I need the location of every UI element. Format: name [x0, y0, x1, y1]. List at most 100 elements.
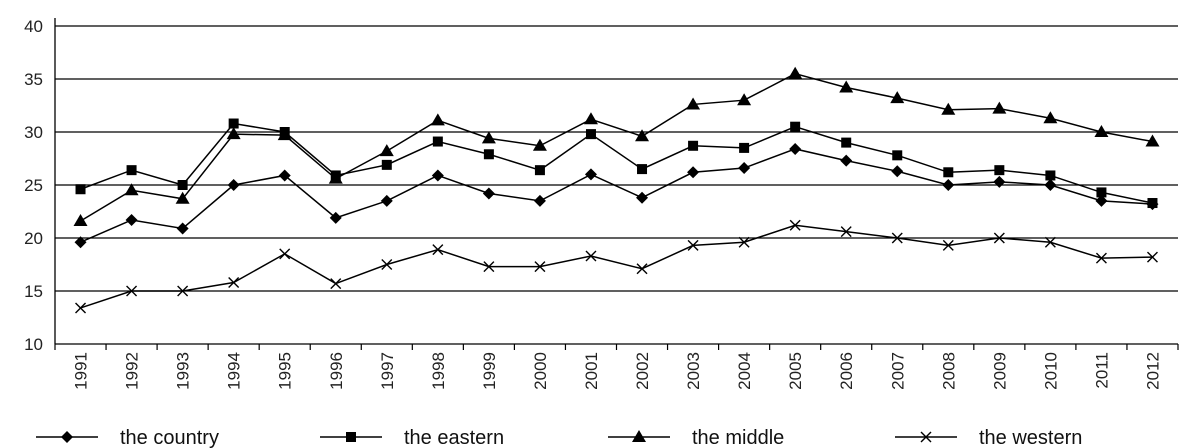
legend-label: the country	[120, 427, 219, 448]
x-tick-label: 1998	[429, 352, 448, 390]
data-point-the-country	[942, 179, 955, 191]
cross-stroke	[738, 236, 750, 248]
x-tick-label: 2012	[1143, 352, 1162, 390]
legend-label: the middle	[692, 427, 784, 448]
data-point-the-western	[228, 277, 240, 289]
data-point-the-western	[534, 261, 546, 273]
data-point-the-western	[126, 285, 138, 297]
data-point-the-country	[993, 175, 1006, 188]
data-point-the-middle	[583, 112, 598, 125]
data-point-the-country	[227, 179, 240, 191]
data-point-the-middle	[890, 91, 905, 104]
data-point-the-country	[687, 166, 700, 179]
data-point-the-eastern	[126, 165, 137, 176]
series-the-country	[74, 142, 1159, 249]
x-tick-label: 1996	[327, 352, 346, 390]
cross-stroke	[891, 232, 903, 244]
data-point-the-western	[585, 250, 597, 262]
series-line-the-western	[80, 224, 1153, 309]
data-point-the-western	[177, 285, 189, 297]
data-point-the-eastern	[1096, 187, 1107, 198]
data-point-the-eastern	[994, 165, 1005, 176]
data-point-the-eastern	[75, 184, 86, 195]
x-tick-label: 2011	[1092, 352, 1111, 389]
cross-stroke	[126, 285, 138, 297]
data-point-the-country	[584, 168, 597, 181]
legend-label: the western	[979, 427, 1082, 448]
data-point-the-middle	[737, 93, 752, 106]
data-point-the-western	[483, 261, 495, 273]
data-point-the-western	[891, 232, 903, 244]
data-point-the-western	[1044, 236, 1056, 248]
data-point-the-western	[687, 239, 699, 251]
y-tick-label: 10	[24, 335, 43, 354]
data-point-the-western	[942, 239, 954, 251]
data-point-the-eastern	[483, 149, 494, 160]
data-point-the-country	[789, 142, 802, 155]
data-point-the-country	[533, 194, 546, 207]
data-point-the-western	[789, 219, 801, 231]
cross-stroke	[75, 302, 87, 314]
data-point-the-eastern	[228, 118, 239, 129]
data-point-the-country	[1044, 179, 1057, 191]
data-point-the-middle	[839, 80, 854, 93]
data-point-the-middle	[941, 102, 956, 115]
data-point-the-western	[993, 232, 1005, 244]
y-axis-ticks: 10 15 20 25 30 35 40	[24, 17, 43, 354]
cross-stroke	[381, 259, 393, 270]
cross-stroke	[993, 232, 1005, 244]
data-point-the-middle	[686, 97, 701, 110]
cross-stroke	[279, 248, 291, 260]
cross-stroke	[1146, 251, 1158, 263]
x-tick-label: 2000	[531, 352, 550, 390]
x-tick-label: 1995	[276, 352, 295, 390]
cross-stroke	[687, 239, 699, 251]
data-point-the-eastern	[177, 180, 188, 190]
data-point-the-middle	[788, 66, 803, 79]
legend-item-the-eastern: the eastern	[320, 427, 504, 448]
legend: the country the eastern the middle the west…	[36, 427, 1082, 448]
legend-label: the eastern	[404, 427, 504, 448]
y-tick-label: 35	[24, 70, 43, 89]
series-line-the-middle	[80, 72, 1153, 222]
data-point-the-country	[329, 211, 342, 224]
data-point-the-western	[840, 226, 852, 238]
data-point-the-western	[75, 302, 87, 314]
y-tick-label: 15	[24, 282, 43, 301]
cross-stroke	[942, 239, 954, 251]
data-point-the-country	[891, 165, 904, 178]
data-point-the-middle	[226, 127, 241, 140]
cross-stroke	[330, 278, 342, 290]
axes	[54, 18, 1178, 345]
data-point-the-eastern	[637, 164, 648, 175]
legend-item-the-western: the western	[895, 427, 1082, 448]
data-point-the-middle	[1094, 125, 1109, 137]
data-point-the-country	[840, 154, 853, 167]
y-tick-label: 30	[24, 123, 43, 142]
x-tick-label: 2007	[888, 352, 907, 390]
cross-stroke	[1095, 252, 1107, 264]
x-tick-label: 2005	[786, 352, 805, 390]
data-point-the-country	[125, 213, 138, 226]
x-tick-label: 1997	[378, 352, 397, 390]
x-tick-label: 1994	[225, 352, 244, 390]
data-point-the-western	[279, 248, 291, 260]
data-point-the-middle	[430, 113, 445, 126]
cross-stroke	[585, 250, 597, 262]
legend-marker	[632, 430, 646, 442]
data-point-the-middle	[379, 144, 394, 157]
legend-marker	[346, 432, 356, 442]
x-tick-label: 1992	[123, 352, 142, 390]
y-tick-label: 40	[24, 17, 43, 36]
x-tick-label: 1991	[72, 352, 91, 390]
series-the-western	[75, 219, 1158, 314]
data-point-the-middle	[328, 171, 343, 184]
legend-marker	[61, 431, 73, 443]
data-point-the-country	[482, 187, 495, 200]
data-point-the-eastern	[534, 165, 545, 176]
series-the-eastern	[75, 118, 1158, 209]
cross-stroke	[636, 263, 648, 275]
data-point-the-western	[330, 278, 342, 290]
data-point-the-country	[74, 236, 87, 249]
